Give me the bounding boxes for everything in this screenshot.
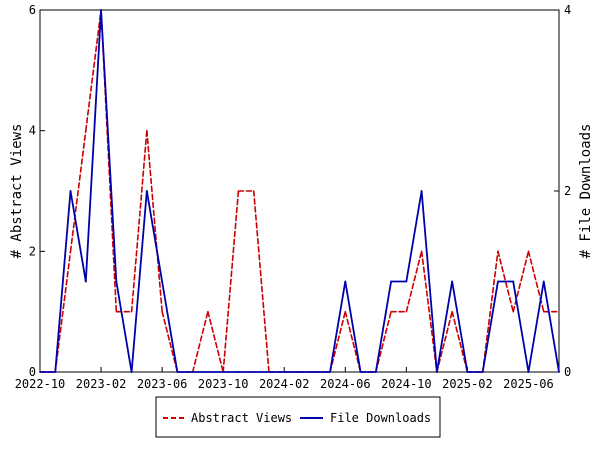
- series-abstract-views-segment: [405, 250, 423, 313]
- series-file-downloads-segment: [84, 9, 102, 283]
- x-tick-label: 2023-06: [137, 377, 188, 391]
- y-right-tick-label: 2: [564, 184, 571, 198]
- x-tick-label: 2023-10: [198, 377, 249, 391]
- series-file-downloads-segment: [54, 190, 72, 373]
- chart-marks: 0 2 4 6 0 2 4 2022-10 2023-02 2023-06 2023-10 2024-…: [15, 3, 572, 391]
- x-tick-label: 2023-02: [76, 377, 127, 391]
- y-left-tick-label: 6: [29, 3, 36, 17]
- series-file-downloads-segment: [405, 190, 423, 283]
- x-tick-label: 2025-06: [503, 377, 554, 391]
- series-file-downloads-segment: [527, 280, 545, 373]
- y-left-tick-label: 0: [29, 365, 36, 379]
- series-file-downloads-segment: [542, 280, 560, 373]
- y-left-tick-label: 2: [29, 244, 36, 258]
- x-tick-label: 2024-02: [259, 377, 310, 391]
- series-file-downloads-segment: [344, 280, 362, 373]
- series-file-downloads-segment: [435, 280, 454, 373]
- series-file-downloads-segment: [115, 280, 133, 373]
- series-abstract-views-segment: [191, 310, 209, 373]
- series-file-downloads-segment: [420, 190, 438, 373]
- legend-label-file-downloads: File Downloads: [330, 411, 431, 425]
- series-file-downloads-segment: [130, 190, 148, 373]
- y-right-tick-label: 4: [564, 3, 571, 17]
- series-file-downloads-segment: [69, 190, 87, 283]
- series-file-downloads-segment: [100, 9, 118, 283]
- y-left-tick-label: 4: [29, 124, 36, 138]
- series-file-downloads-segment: [451, 280, 469, 373]
- series-abstract-views-segment: [69, 129, 87, 253]
- legend-label-abstract-views: Abstract Views: [191, 411, 292, 425]
- plot-area: [39, 9, 560, 373]
- y-axis-right-label: # File Downloads: [578, 124, 594, 259]
- x-tick-label: 2024-10: [381, 377, 432, 391]
- y-right-tick-label: 0: [564, 365, 571, 379]
- x-tick-label: 2022-10: [15, 377, 66, 391]
- series-file-downloads-segment: [329, 280, 347, 373]
- series-file-downloads-segment: [161, 280, 179, 373]
- legend: Abstract Views File Downloads: [155, 396, 441, 438]
- series-abstract-views-segment: [252, 190, 270, 373]
- series-file-downloads-segment: [374, 280, 392, 373]
- x-tick-label: 2024-06: [320, 377, 371, 391]
- series-file-downloads-segment: [145, 190, 164, 283]
- series-abstract-views-segment: [497, 250, 515, 313]
- legend-box: [155, 396, 441, 438]
- series-abstract-views-segment: [146, 129, 163, 313]
- series-abstract-views-segment: [130, 129, 148, 313]
- series-abstract-views-segment: [84, 9, 102, 132]
- y-axis-left-label: # Abstract Views: [9, 124, 25, 259]
- series-abstract-views-segment: [207, 310, 224, 373]
- series-file-downloads-segment: [481, 280, 499, 373]
- x-tick-label: 2025-02: [442, 377, 493, 391]
- series-abstract-views-segment: [222, 190, 240, 373]
- series-file-downloads-segment: [512, 280, 530, 373]
